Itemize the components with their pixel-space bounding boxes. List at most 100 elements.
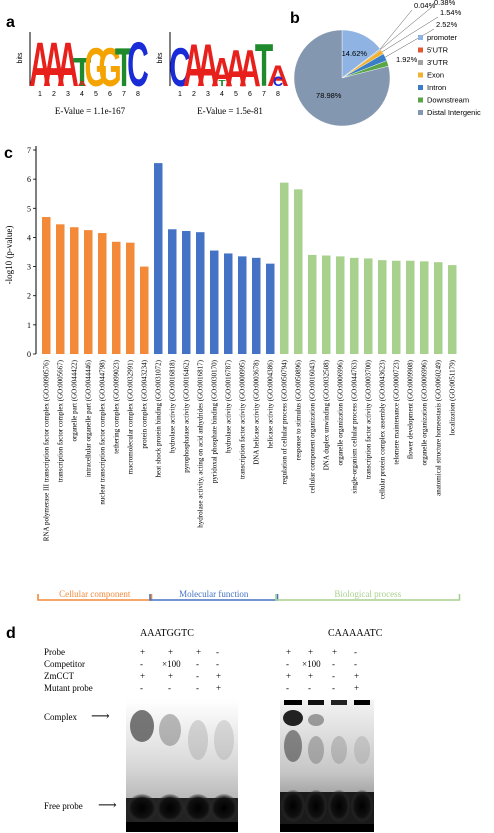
row-label-zmcct: ZmCCT	[44, 671, 75, 681]
row-label-probe: Probe	[44, 647, 65, 657]
category-label: telomere maintenance (GO:0000723)	[392, 359, 400, 464]
lane-mark: -	[168, 683, 171, 693]
pie-value-label: 1.92%	[396, 55, 418, 64]
category-label: hydrolase activity, acting on acid anhyd…	[196, 359, 204, 527]
lane-mark: +	[308, 671, 314, 681]
bar	[42, 217, 51, 354]
logo-letter: A	[225, 39, 247, 97]
logo-position: 8	[276, 91, 280, 98]
pie-value-label: 78.98%	[316, 91, 342, 100]
lane-mark: +	[354, 683, 360, 693]
lane-mark: +	[354, 671, 360, 681]
lane-mark: -	[196, 683, 199, 693]
category-label: hydrolase activity (GO:0016787)	[224, 359, 232, 453]
bar	[280, 182, 289, 354]
category-label: transcription factor activity (GO:000370…	[364, 359, 372, 479]
lane-mark: +	[168, 647, 174, 657]
pie-value-label: 0.04%	[414, 1, 436, 10]
logo-letter: T	[73, 50, 91, 96]
category-label: nuclear transcription factor complex (GO…	[98, 359, 106, 504]
category-label: response to stimulus (GO:0050896)	[294, 359, 302, 460]
category-label: cellular component organization (GO:0016…	[308, 359, 316, 493]
legend-swatch	[418, 110, 423, 115]
category-label: regulation of cellular process (GO:00507…	[280, 359, 288, 484]
logo-position: 3	[66, 91, 70, 98]
group-label: Molecular function	[179, 589, 249, 599]
bar	[140, 266, 149, 354]
category-label: pyrophosphatase activity (GO:0016462)	[182, 359, 190, 472]
category-label: transcription factor activity (GO:000099…	[238, 359, 246, 479]
category-label: pyridoxal phosphate binding (GO:0030170)	[210, 359, 218, 483]
category-label: helicase activity (GO:0004386)	[266, 359, 274, 448]
logo-position: 7	[122, 91, 126, 98]
logo-letter: T	[115, 38, 133, 99]
legend-entry: promoter	[427, 33, 458, 42]
group-bracket	[37, 594, 153, 601]
group-label: Cellular component	[59, 589, 131, 599]
bar	[252, 257, 261, 354]
lane-mark: -	[216, 647, 219, 657]
legend-swatch	[418, 35, 423, 40]
lane-mark: -	[354, 659, 357, 669]
bar	[294, 189, 303, 354]
lane-mark: -	[308, 683, 311, 693]
logo-letter: A	[267, 60, 289, 93]
lane-mark: -	[140, 683, 143, 693]
bar	[364, 258, 373, 354]
bar	[336, 256, 345, 354]
logo-position: 5	[94, 91, 98, 98]
bar	[168, 229, 177, 354]
panel-letter-a: a	[6, 14, 15, 31]
category-label: organelle part (GO:0044422)	[70, 359, 78, 441]
logo-letter: A	[239, 39, 261, 97]
bar	[210, 250, 219, 354]
logo-ylabel: bits	[157, 52, 164, 63]
bar	[98, 233, 107, 354]
lane-mark: -	[286, 683, 289, 693]
y-tick-label: 6	[27, 175, 31, 184]
lane-mark: +	[308, 647, 314, 657]
lane-mark: +	[286, 647, 292, 657]
bar	[70, 227, 79, 354]
lane-mark: -	[332, 659, 335, 669]
bar	[154, 163, 163, 354]
bar	[84, 230, 93, 354]
gel-title-2: CAAAAATC	[328, 628, 383, 639]
lane-mark: +	[216, 671, 222, 681]
category-label: DNA duplex unwinding (GO:0032508)	[322, 359, 330, 470]
panel-letter-d: d	[6, 625, 16, 642]
emsa-panel: AAATGGTC CAAAAATC Probe Competitor ZmCCT…	[0, 620, 494, 833]
category-label: heat shock protein binding (GO:0031072)	[154, 359, 162, 477]
lane-mark: -	[196, 671, 199, 681]
lane-mark: -	[332, 683, 335, 693]
bar	[112, 241, 121, 354]
logo-position: 6	[248, 91, 252, 98]
legend-swatch	[418, 47, 423, 53]
lane-mark: -	[354, 647, 357, 657]
legend-swatch	[418, 72, 423, 78]
group-bracket	[275, 594, 461, 601]
legend-entry: Distal Intergenic	[427, 108, 481, 117]
logo-letter: A	[211, 50, 233, 96]
go-bar-chart: 0 1 2 3 4 5 6 7 -log10 (p-value) RNA polymerase …	[4, 146, 461, 601]
category-label: cellular protein complex assembly (GO:00…	[378, 359, 386, 499]
y-tick-label: 5	[27, 204, 31, 213]
row-label-competitor: Competitor	[44, 659, 85, 669]
logo-position: 2	[192, 91, 196, 98]
category-label: tethering complex (GO:0099023)	[112, 359, 120, 453]
category-label: organelle organization (GO:0006996)	[336, 359, 344, 465]
legend-entry: 5'UTR	[427, 46, 449, 55]
bar	[266, 263, 275, 354]
panel-letter-b: b	[290, 10, 300, 27]
bar	[196, 232, 205, 354]
pie-value-label: 2.52%	[436, 20, 458, 29]
y-tick-label: 0	[27, 350, 31, 359]
logo-letter: A	[29, 30, 51, 100]
category-label: localization (GO:0051179)	[448, 359, 456, 435]
y-tick-label: 7	[27, 146, 31, 155]
logo-evalue: E-Value = 1.5e-81	[197, 106, 263, 116]
bar	[434, 262, 443, 354]
